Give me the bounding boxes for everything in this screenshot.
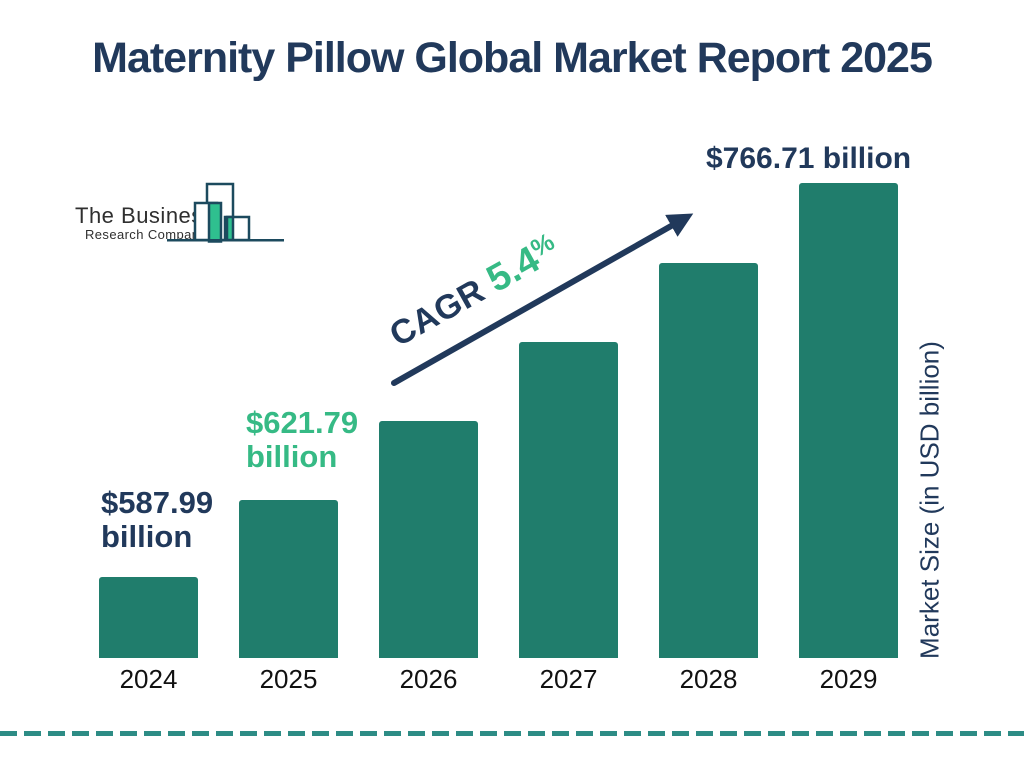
bar-chart: 2024 2025 2026 2027 2028 2029	[99, 183, 898, 700]
logo-text-secondary: Research Company	[85, 227, 207, 242]
bar-2025	[239, 500, 338, 658]
year-label-2025: 2025	[259, 663, 318, 694]
page-title: Maternity Pillow Global Market Report 20…	[92, 34, 933, 82]
year-label-2028: 2028	[679, 663, 738, 694]
value-label-2029: $766.71 billion	[706, 142, 912, 175]
logo-bars-icon	[167, 182, 284, 243]
year-label-2026: 2026	[399, 663, 458, 694]
column-2024: 2024	[99, 577, 198, 700]
column-2028: 2028	[659, 263, 758, 700]
column-2025: 2025	[239, 500, 338, 700]
value-label-2024-unit: billion	[101, 519, 193, 554]
value-label-2025: $621.79 billion	[246, 406, 358, 474]
company-logo: The Business Research Company	[60, 175, 300, 250]
bar-2028	[659, 263, 758, 658]
year-label-2029: 2029	[819, 663, 878, 694]
value-label-2024-amount: $587.99	[101, 485, 214, 520]
y-axis-label: Market Size (in USD billion)	[914, 341, 945, 659]
value-label-2025-amount: $621.79	[246, 405, 359, 440]
bar-2026	[379, 421, 478, 658]
column-2026: 2026	[379, 421, 478, 700]
value-label-2024: $587.99 billion	[101, 486, 213, 554]
bottom-dashed-divider	[0, 731, 1024, 736]
bar-2024	[99, 577, 198, 658]
year-label-2024: 2024	[119, 663, 178, 694]
growth-arrow-icon	[391, 213, 694, 386]
bar-2027	[519, 342, 618, 658]
value-label-2025-unit: billion	[246, 439, 338, 474]
column-2027: 2027	[519, 342, 618, 700]
column-2029: 2029	[799, 183, 898, 700]
logo-text-primary: The Business	[75, 203, 215, 228]
bar-2029	[799, 183, 898, 658]
year-label-2027: 2027	[539, 663, 598, 694]
